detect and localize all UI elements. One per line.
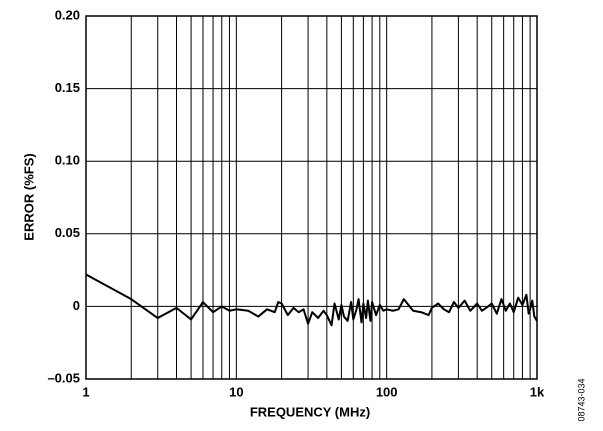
x-axis-label: FREQUENCY (MHz) <box>250 404 370 419</box>
y-tick-label: 0.20 <box>55 7 80 22</box>
y-tick-label: –0.05 <box>47 370 80 385</box>
x-tick-label: 10 <box>229 384 243 399</box>
y-tick-label: 0.05 <box>55 225 80 240</box>
x-tick-label: 100 <box>376 384 398 399</box>
x-tick-label: 1 <box>82 384 89 399</box>
x-tick-label: 1k <box>530 384 545 399</box>
data-line <box>85 273 538 327</box>
figure-id: 08743-034 <box>576 378 586 421</box>
y-axis-label: ERROR (%FS) <box>21 153 36 240</box>
y-tick-label: 0.15 <box>55 80 80 95</box>
plot-frame <box>85 15 538 380</box>
y-tick-label: 0.10 <box>55 153 80 168</box>
y-tick-label: 0 <box>73 298 80 313</box>
